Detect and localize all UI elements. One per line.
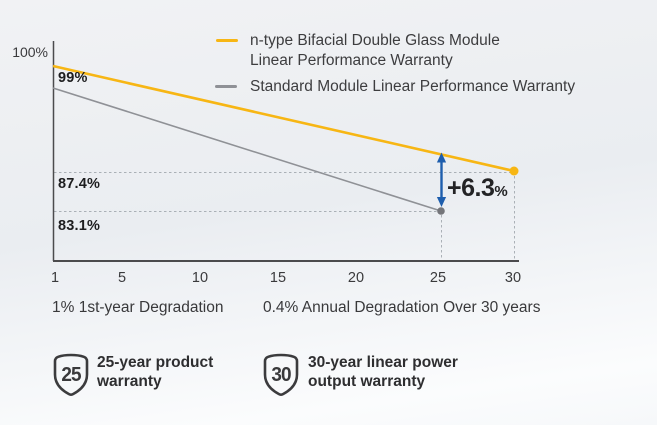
delta-arrow bbox=[436, 152, 447, 207]
delta-value: +6.3 bbox=[447, 174, 495, 202]
legend-ntype-line1: n-type Bifacial Double Glass Module bbox=[250, 32, 500, 49]
x-tick-5: 5 bbox=[117, 270, 127, 286]
standard-series-line bbox=[52, 87, 442, 212]
x-tick-25: 25 bbox=[429, 270, 447, 286]
ntype-endpoint-dot bbox=[509, 166, 519, 176]
legend-standard-label: Standard Module Linear Performance Warra… bbox=[250, 78, 576, 95]
badge-30-text: 30-year linear power output warranty bbox=[308, 354, 458, 391]
badge-25-line1: 25-year product bbox=[97, 354, 214, 371]
ntype-end-label: 87.4% bbox=[58, 176, 101, 192]
badge-25-number: 25 bbox=[61, 363, 81, 386]
badge-25-year: 25 bbox=[53, 353, 89, 397]
first-year-degradation-note: 1% 1st-year Degradation bbox=[52, 299, 224, 316]
badge-30-line1: 30-year linear power bbox=[308, 354, 458, 371]
delta-unit: % bbox=[494, 183, 508, 200]
x-tick-20: 20 bbox=[347, 270, 365, 286]
badge-30-year: 30 bbox=[263, 353, 299, 397]
standard-line-swatch-icon bbox=[215, 85, 237, 88]
x-tick-10: 10 bbox=[191, 270, 209, 286]
ntype-start-label: 99% bbox=[58, 70, 88, 86]
badge-25-line2: warranty bbox=[97, 372, 162, 390]
badge-30-line2: output warranty bbox=[308, 372, 426, 390]
x-tick-30: 30 bbox=[504, 270, 522, 286]
standard-end-label: 83.1% bbox=[58, 218, 101, 234]
standard-endpoint-dot bbox=[437, 207, 445, 215]
ntype-line-swatch-icon bbox=[216, 39, 238, 42]
delta-label: +6.3% bbox=[447, 174, 508, 203]
x-tick-1: 1 bbox=[50, 270, 60, 286]
badge-30-number: 30 bbox=[271, 363, 291, 386]
x-tick-15: 15 bbox=[269, 270, 287, 286]
annual-degradation-note: 0.4% Annual Degradation Over 30 years bbox=[263, 299, 541, 316]
legend-ntype-line2: Linear Performance Warranty bbox=[250, 52, 453, 69]
shield-25-icon bbox=[53, 353, 89, 396]
y-axis-100-label: 100% bbox=[12, 44, 48, 60]
badge-25-text: 25-year product warranty bbox=[97, 354, 213, 391]
shield-30-icon bbox=[263, 353, 299, 396]
